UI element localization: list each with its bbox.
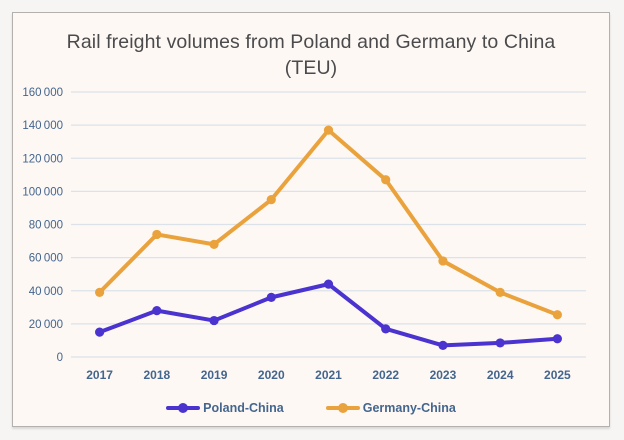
data-point	[381, 324, 391, 334]
x-axis-tick-label: 2019	[201, 368, 228, 382]
x-axis-tick-label: 2018	[143, 368, 170, 382]
data-point	[552, 334, 562, 344]
legend-label: Germany-China	[362, 401, 456, 415]
x-axis-tick-label: 2023	[430, 368, 457, 382]
legend-item-germany-china: Germany-China	[325, 401, 456, 415]
data-point	[95, 327, 105, 337]
y-axis-tick-label: 40 000	[29, 286, 63, 298]
data-point	[552, 310, 562, 320]
y-axis-tick-label: 80 000	[29, 220, 63, 232]
data-point	[209, 315, 219, 326]
data-point	[266, 195, 276, 205]
data-point	[323, 125, 334, 135]
legend-item-poland-china: Poland-China	[166, 401, 284, 415]
data-point	[152, 229, 162, 240]
data-point	[152, 306, 162, 316]
legend-line-marker-icon	[166, 403, 201, 413]
y-axis-tick-label: 160 000	[22, 87, 63, 99]
data-point	[381, 175, 391, 185]
legend-dot-icon	[178, 403, 189, 413]
x-axis-tick-label: 2021	[315, 368, 342, 382]
y-axis-tick-label: 100 000	[22, 186, 63, 198]
data-point	[323, 279, 334, 289]
y-axis-tick-label: 20 000	[29, 319, 63, 331]
x-axis-tick-label: 2025	[544, 368, 571, 382]
line-chart: 0 20 000 40 000 60 000 80 000 100 000 120 000 1…	[22, 87, 586, 382]
chart-title: Rail freight volumes from Poland and Ger…	[66, 31, 556, 80]
series-line-poland-china	[97, 282, 560, 348]
chart-legend: Poland-China Germany-China	[13, 401, 609, 415]
legend-line-marker-icon	[325, 403, 360, 413]
y-axis-tick-label: 0	[57, 352, 63, 364]
chart-panel: Rail freight volumes from Poland and Ger…	[12, 12, 610, 427]
data-point	[438, 256, 448, 266]
data-point	[495, 338, 505, 348]
y-axis-tick-label: 60 000	[29, 253, 63, 265]
x-axis-tick-label: 2017	[86, 368, 113, 382]
data-point	[266, 292, 276, 302]
x-axis-tick-label: 2022	[372, 368, 399, 382]
y-axis-tick-label: 140 000	[22, 120, 63, 132]
data-point	[495, 287, 505, 298]
legend-label: Poland-China	[203, 401, 284, 415]
y-axis-tick-label: 120 000	[22, 153, 63, 165]
data-point	[95, 287, 105, 298]
legend-dot-icon	[337, 403, 348, 413]
data-point	[438, 340, 448, 351]
x-axis-tick-label: 2024	[487, 368, 514, 382]
data-point	[209, 239, 219, 249]
x-axis-tick-label: 2020	[258, 368, 285, 382]
